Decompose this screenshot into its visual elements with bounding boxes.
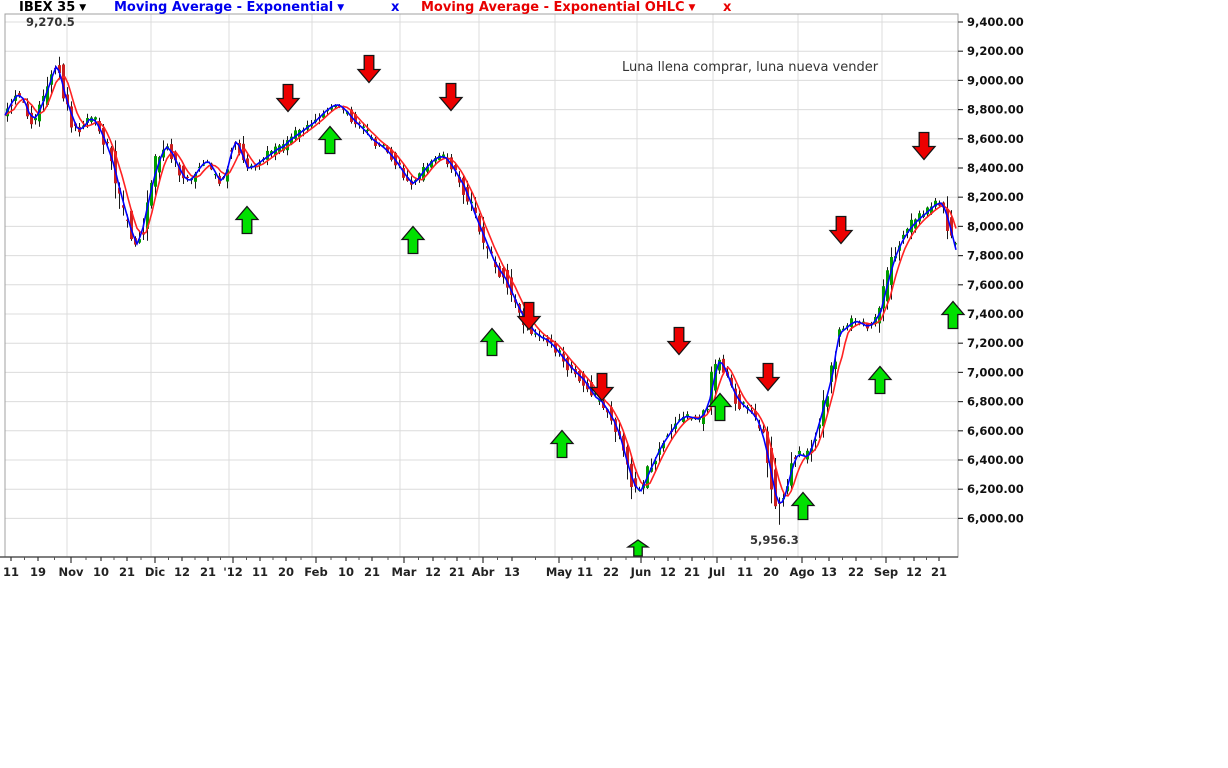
svg-text:6,000.00: 6,000.00: [967, 511, 1024, 525]
high-price-label: 9,270.5: [26, 15, 75, 29]
svg-text:Sep: Sep: [874, 565, 898, 579]
svg-text:21: 21: [119, 565, 135, 579]
buy-arrow-marker[interactable]: [234, 205, 260, 235]
svg-text:12: 12: [425, 565, 441, 579]
indicator-ema-ohlc-label: Moving Average - Exponential OHLC: [421, 0, 685, 15]
svg-text:6,800.00: 6,800.00: [967, 395, 1024, 409]
svg-text:7,200.00: 7,200.00: [967, 336, 1024, 350]
svg-text:11: 11: [252, 565, 268, 579]
svg-text:Mar: Mar: [392, 565, 417, 579]
sell-arrow-marker[interactable]: [356, 54, 382, 84]
y-axis-labels: 9,400.00 9,200.00 9,000.00 8,800.00 8,600.00…: [958, 15, 1024, 525]
ema-close-line: [4, 65, 957, 504]
buy-arrow-marker[interactable]: [549, 429, 575, 459]
svg-text:Jun: Jun: [630, 565, 652, 579]
low-price-label: 5,956.3: [750, 533, 799, 547]
svg-text:6,400.00: 6,400.00: [967, 453, 1024, 467]
svg-text:20: 20: [763, 565, 779, 579]
svg-text:May: May: [546, 565, 573, 579]
svg-text:Nov: Nov: [58, 565, 84, 579]
symbol-selector[interactable]: IBEX 35 ▼: [19, 0, 86, 15]
svg-text:22: 22: [848, 565, 864, 579]
svg-text:13: 13: [504, 565, 520, 579]
svg-text:8,000.00: 8,000.00: [967, 219, 1024, 233]
svg-text:21: 21: [931, 565, 947, 579]
svg-text:'12: '12: [223, 565, 243, 579]
svg-text:21: 21: [684, 565, 700, 579]
buy-arrow-marker[interactable]: [400, 225, 426, 255]
svg-text:9,000.00: 9,000.00: [967, 73, 1024, 87]
indicator-ema-close-button[interactable]: x: [391, 0, 400, 15]
svg-text:11: 11: [3, 565, 19, 579]
svg-text:20: 20: [278, 565, 294, 579]
svg-text:11: 11: [737, 565, 753, 579]
sell-arrow-marker[interactable]: [589, 372, 615, 402]
svg-text:12: 12: [906, 565, 922, 579]
svg-text:22: 22: [603, 565, 619, 579]
svg-text:21: 21: [364, 565, 380, 579]
svg-text:9,200.00: 9,200.00: [967, 44, 1024, 58]
svg-text:8,800.00: 8,800.00: [967, 103, 1024, 117]
svg-text:10: 10: [93, 565, 109, 579]
sell-arrow-marker[interactable]: [438, 82, 464, 112]
svg-text:Ago: Ago: [789, 565, 814, 579]
svg-text:7,600.00: 7,600.00: [967, 278, 1024, 292]
sell-arrow-marker[interactable]: [828, 215, 854, 245]
svg-text:21: 21: [449, 565, 465, 579]
chevron-down-icon: ▼: [688, 3, 696, 13]
svg-text:21: 21: [200, 565, 216, 579]
buy-arrow-marker[interactable]: [867, 365, 893, 395]
svg-text:Abr: Abr: [472, 565, 495, 579]
buy-arrow-marker[interactable]: [317, 125, 343, 155]
svg-text:11: 11: [577, 565, 593, 579]
svg-text:12: 12: [174, 565, 190, 579]
chevron-down-icon: ▼: [79, 3, 87, 13]
sell-arrow-marker[interactable]: [755, 362, 781, 392]
svg-text:19: 19: [30, 565, 46, 579]
x-axis-labels: 11 19 Nov 10 21 Dic 12 21 '12 11 20 Feb 10 21 Mar 12 21 A…: [3, 557, 947, 579]
indicator-ema-ohlc-close-button[interactable]: x: [723, 0, 732, 15]
symbol-label: IBEX 35: [19, 0, 76, 15]
svg-text:7,800.00: 7,800.00: [967, 249, 1024, 263]
sell-arrow-marker[interactable]: [911, 131, 937, 161]
svg-text:13: 13: [821, 565, 837, 579]
svg-text:9,400.00: 9,400.00: [967, 15, 1024, 29]
svg-text:Jul: Jul: [708, 565, 725, 579]
buy-arrow-marker[interactable]: [707, 392, 733, 422]
sell-arrow-marker[interactable]: [275, 83, 301, 113]
svg-text:6,600.00: 6,600.00: [967, 424, 1024, 438]
svg-text:7,000.00: 7,000.00: [967, 365, 1024, 379]
svg-text:Dic: Dic: [145, 565, 165, 579]
grid-lines: [5, 14, 958, 557]
candlestick-series: [6, 56, 957, 525]
indicator-ema-menu[interactable]: Moving Average - Exponential ▼: [114, 0, 344, 15]
buy-arrow-marker[interactable]: [625, 539, 651, 557]
indicator-ema-label: Moving Average - Exponential: [114, 0, 334, 15]
svg-text:7,400.00: 7,400.00: [967, 307, 1024, 321]
lunar-strategy-note: Luna llena comprar, luna nueva vender: [622, 60, 879, 75]
sell-arrow-marker[interactable]: [516, 301, 542, 331]
svg-text:12: 12: [660, 565, 676, 579]
svg-text:10: 10: [338, 565, 354, 579]
chevron-down-icon: ▼: [337, 3, 345, 13]
svg-text:8,400.00: 8,400.00: [967, 161, 1024, 175]
svg-text:Feb: Feb: [304, 565, 327, 579]
buy-arrow-marker[interactable]: [940, 300, 966, 330]
signal-markers: [234, 54, 966, 557]
buy-arrow-marker[interactable]: [790, 491, 816, 521]
buy-arrow-marker[interactable]: [479, 327, 505, 357]
svg-text:8,600.00: 8,600.00: [967, 132, 1024, 146]
svg-text:8,200.00: 8,200.00: [967, 190, 1024, 204]
ema-ohlc-line: [4, 76, 957, 497]
svg-text:6,200.00: 6,200.00: [967, 482, 1024, 496]
sell-arrow-marker[interactable]: [666, 326, 692, 356]
indicator-ema-ohlc-menu[interactable]: Moving Average - Exponential OHLC ▼: [421, 0, 695, 15]
axes: [0, 13, 959, 558]
